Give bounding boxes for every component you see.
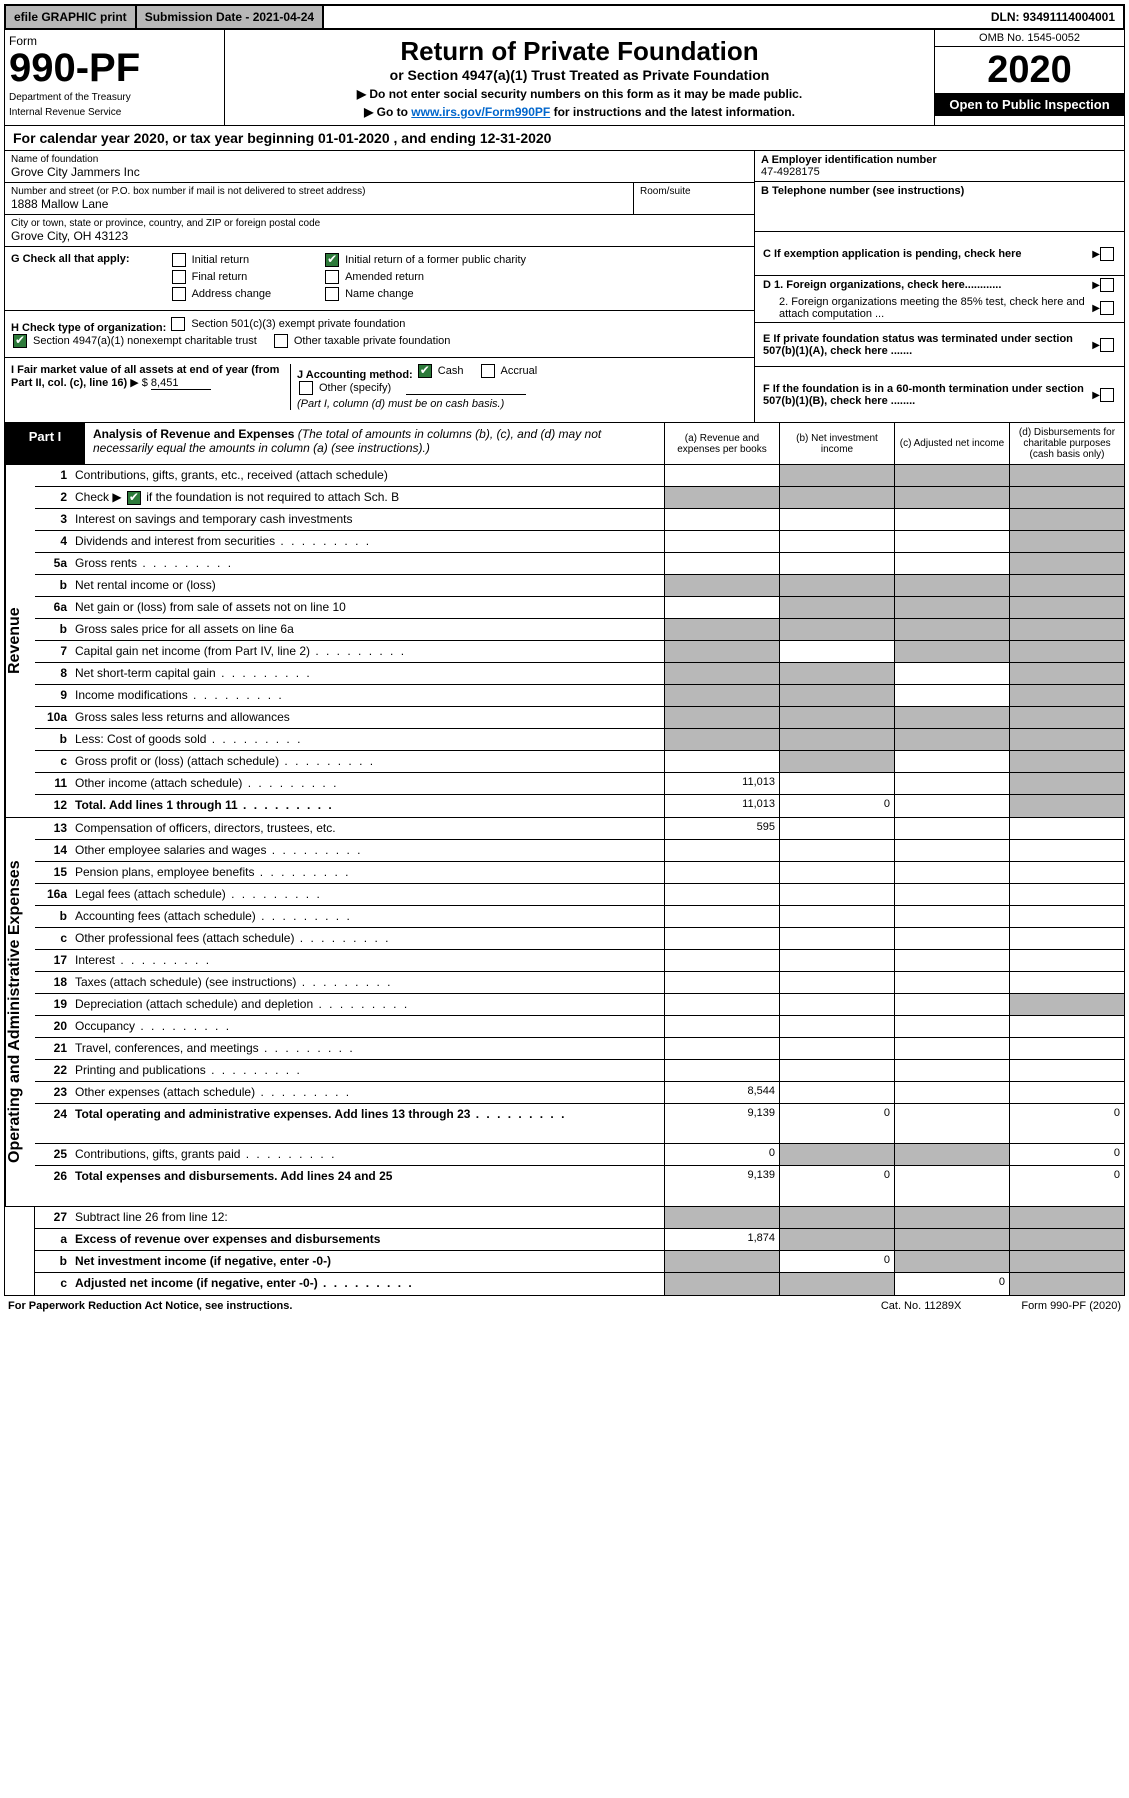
foundation-name: Grove City Jammers Inc <box>11 165 140 179</box>
cat-number: Cat. No. 11289X <box>881 1300 962 1312</box>
d1-foreign-label: D 1. Foreign organizations, check here..… <box>763 279 1092 291</box>
g-amended[interactable]: Amended return <box>323 270 424 284</box>
street-address: 1888 Mallow Lane <box>11 197 108 211</box>
c-pending-label: C If exemption application is pending, c… <box>763 248 1092 260</box>
arrow-icon <box>1092 339 1100 351</box>
revenue-table: Revenue 1Contributions, gifts, grants, e… <box>4 465 1125 818</box>
expenses-table: Operating and Administrative Expenses 13… <box>4 818 1125 1207</box>
c-checkbox[interactable] <box>1100 247 1114 261</box>
a-ein-label: A Employer identification number <box>761 154 937 166</box>
form-number: 990-PF <box>9 48 220 88</box>
g-label: G Check all that apply: <box>11 253 130 304</box>
h-4947[interactable]: Section 4947(a)(1) nonexempt charitable … <box>11 334 257 348</box>
f-checkbox[interactable] <box>1100 388 1114 402</box>
tax-year: 2020 <box>935 47 1124 93</box>
page-footer: For Paperwork Reduction Act Notice, see … <box>4 1296 1125 1316</box>
inspection-notice: Open to Public Inspection <box>935 93 1124 116</box>
col-a-header: (a) Revenue and expenses per books <box>664 423 779 464</box>
j-cash[interactable]: Cash <box>416 364 464 378</box>
g-address-change[interactable]: Address change <box>170 287 272 301</box>
efile-print[interactable]: efile GRAPHIC print <box>6 6 137 28</box>
city-state-zip: Grove City, OH 43123 <box>11 229 128 243</box>
i-value: 8,451 <box>151 377 211 390</box>
revenue-side-label: Revenue <box>5 465 35 817</box>
a-ein-value: 47-4928175 <box>761 166 820 178</box>
submission-date: Submission Date - 2021-04-24 <box>137 6 324 28</box>
instr-link: ▶ Go to www.irs.gov/Form990PF for instru… <box>231 105 928 119</box>
section-i-j: I Fair market value of all assets at end… <box>5 357 754 416</box>
h-other-taxable[interactable]: Other taxable private foundation <box>272 334 451 348</box>
omb-number: OMB No. 1545-0052 <box>935 30 1124 47</box>
topbar: efile GRAPHIC print Submission Date - 20… <box>4 4 1125 30</box>
f-60month-label: F If the foundation is in a 60-month ter… <box>763 383 1092 407</box>
g-initial-return[interactable]: Initial return <box>170 253 249 267</box>
city-label: City or town, state or province, country… <box>11 218 748 229</box>
sch-b-checkbox[interactable] <box>127 491 141 505</box>
arrow-icon <box>1092 279 1100 291</box>
j-accrual[interactable]: Accrual <box>479 364 538 378</box>
col-b-header: (b) Net investment income <box>779 423 894 464</box>
paperwork-notice: For Paperwork Reduction Act Notice, see … <box>8 1300 292 1312</box>
name-label: Name of foundation <box>11 154 748 165</box>
room-suite-label: Room/suite <box>634 183 754 214</box>
j-other[interactable]: Other (specify) <box>297 381 391 395</box>
arrow-icon <box>1092 389 1100 401</box>
form-header: Form 990-PF Department of the Treasury I… <box>4 30 1125 126</box>
e-checkbox[interactable] <box>1100 338 1114 352</box>
g-final-return[interactable]: Final return <box>170 270 248 284</box>
instr-ssn: ▶ Do not enter social security numbers o… <box>231 87 928 101</box>
j-label: J Accounting method: <box>297 369 413 381</box>
dln: DLN: 93491114004001 <box>983 6 1123 28</box>
i-arrow: ▶ $ <box>130 377 148 389</box>
e-terminated-label: E If private foundation status was termi… <box>763 333 1092 357</box>
d2-85pct-label: 2. Foreign organizations meeting the 85%… <box>763 296 1092 320</box>
calendar-year-line: For calendar year 2020, or tax year begi… <box>4 126 1125 151</box>
part-title: Analysis of Revenue and Expenses <box>93 427 294 441</box>
g-name-change[interactable]: Name change <box>323 287 414 301</box>
form-subtitle: or Section 4947(a)(1) Trust Treated as P… <box>231 67 928 83</box>
net-table: 27Subtract line 26 from line 12: aExcess… <box>4 1207 1125 1296</box>
part-label: Part I <box>5 423 85 464</box>
dept-treasury: Department of the Treasury <box>9 92 220 103</box>
j-note: (Part I, column (d) must be on cash basi… <box>297 398 504 410</box>
irs-link[interactable]: www.irs.gov/Form990PF <box>411 105 550 119</box>
g-initial-former[interactable]: Initial return of a former public charit… <box>323 253 526 267</box>
b-phone-label: B Telephone number (see instructions) <box>761 185 964 197</box>
arrow-icon <box>1092 248 1100 260</box>
street-label: Number and street (or P.O. box number if… <box>11 186 627 197</box>
d2-checkbox[interactable] <box>1100 301 1114 315</box>
form-ref: Form 990-PF (2020) <box>1021 1300 1121 1312</box>
arrow-icon <box>1092 302 1100 314</box>
irs: Internal Revenue Service <box>9 107 220 118</box>
d1-checkbox[interactable] <box>1100 278 1114 292</box>
h-label: H Check type of organization: <box>11 322 166 334</box>
form-title: Return of Private Foundation <box>231 36 928 67</box>
part-1-header: Part I Analysis of Revenue and Expenses … <box>4 423 1125 465</box>
entity-info: Name of foundation Grove City Jammers In… <box>4 151 1125 423</box>
col-d-header: (d) Disbursements for charitable purpose… <box>1009 423 1124 464</box>
section-h: H Check type of organization: Section 50… <box>5 310 754 357</box>
section-g: G Check all that apply: Initial return F… <box>5 247 754 310</box>
expenses-side-label: Operating and Administrative Expenses <box>5 818 35 1206</box>
h-501c3[interactable]: Section 501(c)(3) exempt private foundat… <box>169 317 405 331</box>
col-c-header: (c) Adjusted net income <box>894 423 1009 464</box>
